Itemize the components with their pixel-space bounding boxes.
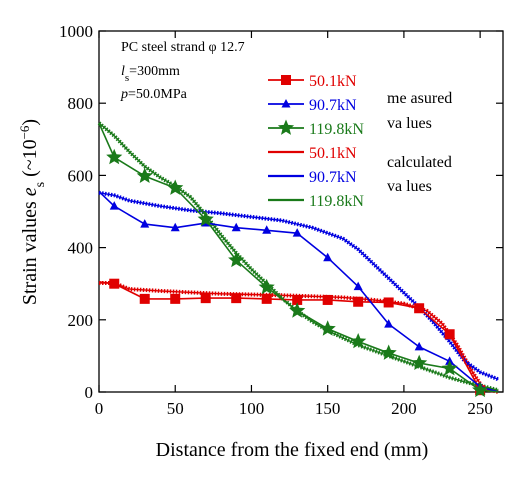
- data-point-star: [411, 354, 428, 370]
- data-point-square: [444, 329, 455, 340]
- measured-series-2: [98, 191, 499, 393]
- data-point-triangle: [140, 219, 150, 228]
- data-point-star: [136, 167, 153, 183]
- info-pressure-var: p: [120, 87, 128, 102]
- data-point-star: [258, 278, 275, 295]
- measured-series-1: [98, 278, 499, 396]
- y-axis-title-main: Strain values: [19, 196, 41, 305]
- info-length-text: ls=300mm: [121, 64, 180, 84]
- data-point-square: [383, 297, 394, 308]
- y-tick-label: 0: [85, 383, 94, 402]
- data-point-triangle: [353, 281, 363, 291]
- axes: 0 50 100 150 200 250 0 200 400 600 800 1000: [59, 22, 504, 418]
- data-point-square: [231, 293, 242, 304]
- data-point-triangle: [384, 319, 394, 328]
- x-tick-label: 0: [95, 399, 104, 418]
- y-axis-title-sub: s: [33, 182, 48, 187]
- series-layer: [97, 121, 500, 398]
- legend-calculated-label: 119.8kN: [309, 193, 364, 210]
- legend-calculated-label: 50.1kN: [309, 145, 357, 162]
- data-point-square: [322, 294, 333, 305]
- info-pressure-text: p=50.0MPa: [120, 87, 188, 102]
- y-tick-label: 600: [68, 166, 94, 185]
- y-axis-title-paren-close: ): [19, 119, 41, 126]
- data-point-star: [319, 320, 336, 336]
- info-length-var: l: [121, 64, 125, 79]
- x-tick-label: 200: [391, 399, 417, 418]
- calculated-series-2: [98, 190, 500, 382]
- info-annotation: PC steel strand φ 12.7 ls=300mm p=50.0MP…: [120, 40, 245, 102]
- info-length-sub: s: [125, 72, 129, 84]
- legend-measured-marker: [281, 99, 291, 108]
- data-point-star: [228, 251, 245, 268]
- legend: me asured va lues calculated va lues 50.…: [268, 73, 452, 210]
- data-point-triangle: [323, 252, 333, 262]
- measured-series-3: [98, 122, 499, 398]
- data-point-star: [350, 333, 367, 349]
- x-tick-label: 50: [167, 399, 184, 418]
- info-length-rest: =300mm: [129, 64, 180, 79]
- data-point-star: [289, 302, 306, 318]
- legend-calculated-label: 90.7kN: [309, 169, 357, 186]
- y-tick-label: 800: [68, 94, 94, 113]
- data-point-star: [197, 210, 214, 227]
- data-point-square: [109, 278, 120, 289]
- x-tick-label: 150: [315, 399, 341, 418]
- data-point-triangle: [262, 225, 272, 234]
- x-axis-title: Distance from the fixed end (mm): [156, 439, 429, 461]
- y-axis-title-symbol: e: [19, 187, 41, 196]
- data-point-triangle: [231, 222, 241, 232]
- calculated-curve: [98, 192, 499, 381]
- data-point-square: [139, 293, 150, 304]
- x-tick-label: 250: [467, 399, 493, 418]
- legend-measured-label: 119.8kN: [309, 121, 364, 138]
- plot-frame: [98, 30, 504, 393]
- x-tick-label: 100: [239, 399, 265, 418]
- y-tick-label: 200: [68, 311, 94, 330]
- data-point-star: [167, 179, 184, 195]
- data-point-star: [472, 381, 489, 398]
- y-axis-title-exp: −6: [17, 125, 32, 139]
- data-point-square: [170, 293, 181, 304]
- calculated-curve-dotted: [98, 190, 500, 382]
- legend-measured-note-2: va lues: [387, 115, 432, 132]
- data-point-square: [414, 303, 425, 314]
- data-point-triangle: [414, 341, 424, 351]
- legend-measured-label: 90.7kN: [309, 97, 357, 114]
- data-point-square: [261, 293, 272, 304]
- data-point-star: [106, 148, 123, 165]
- legend-measured-label: 50.1kN: [309, 73, 357, 90]
- y-axis-title-paren: (~10: [19, 139, 41, 181]
- info-pressure-rest: =50.0MPa: [128, 87, 188, 102]
- legend-measured-marker: [281, 75, 291, 85]
- legend-measured-marker: [277, 119, 295, 135]
- legend-calculated-note-1: calculated: [387, 154, 452, 171]
- legend-calculated-note-2: va lues: [387, 178, 432, 195]
- data-point-triangle: [109, 201, 119, 210]
- y-tick-label: 1000: [59, 22, 93, 41]
- info-strand-text: PC steel strand φ 12.7: [121, 40, 245, 55]
- legend-measured-note-1: me asured: [387, 90, 452, 107]
- y-axis-title: Strain values es (~10−6): [17, 119, 48, 305]
- data-point-star: [380, 344, 397, 360]
- y-tick-label: 400: [68, 239, 94, 258]
- data-point-square: [353, 296, 364, 307]
- data-point-star: [441, 360, 458, 376]
- data-point-triangle: [170, 222, 180, 232]
- data-point-square: [292, 294, 303, 305]
- data-point-triangle: [292, 228, 302, 237]
- data-point-square: [200, 293, 211, 304]
